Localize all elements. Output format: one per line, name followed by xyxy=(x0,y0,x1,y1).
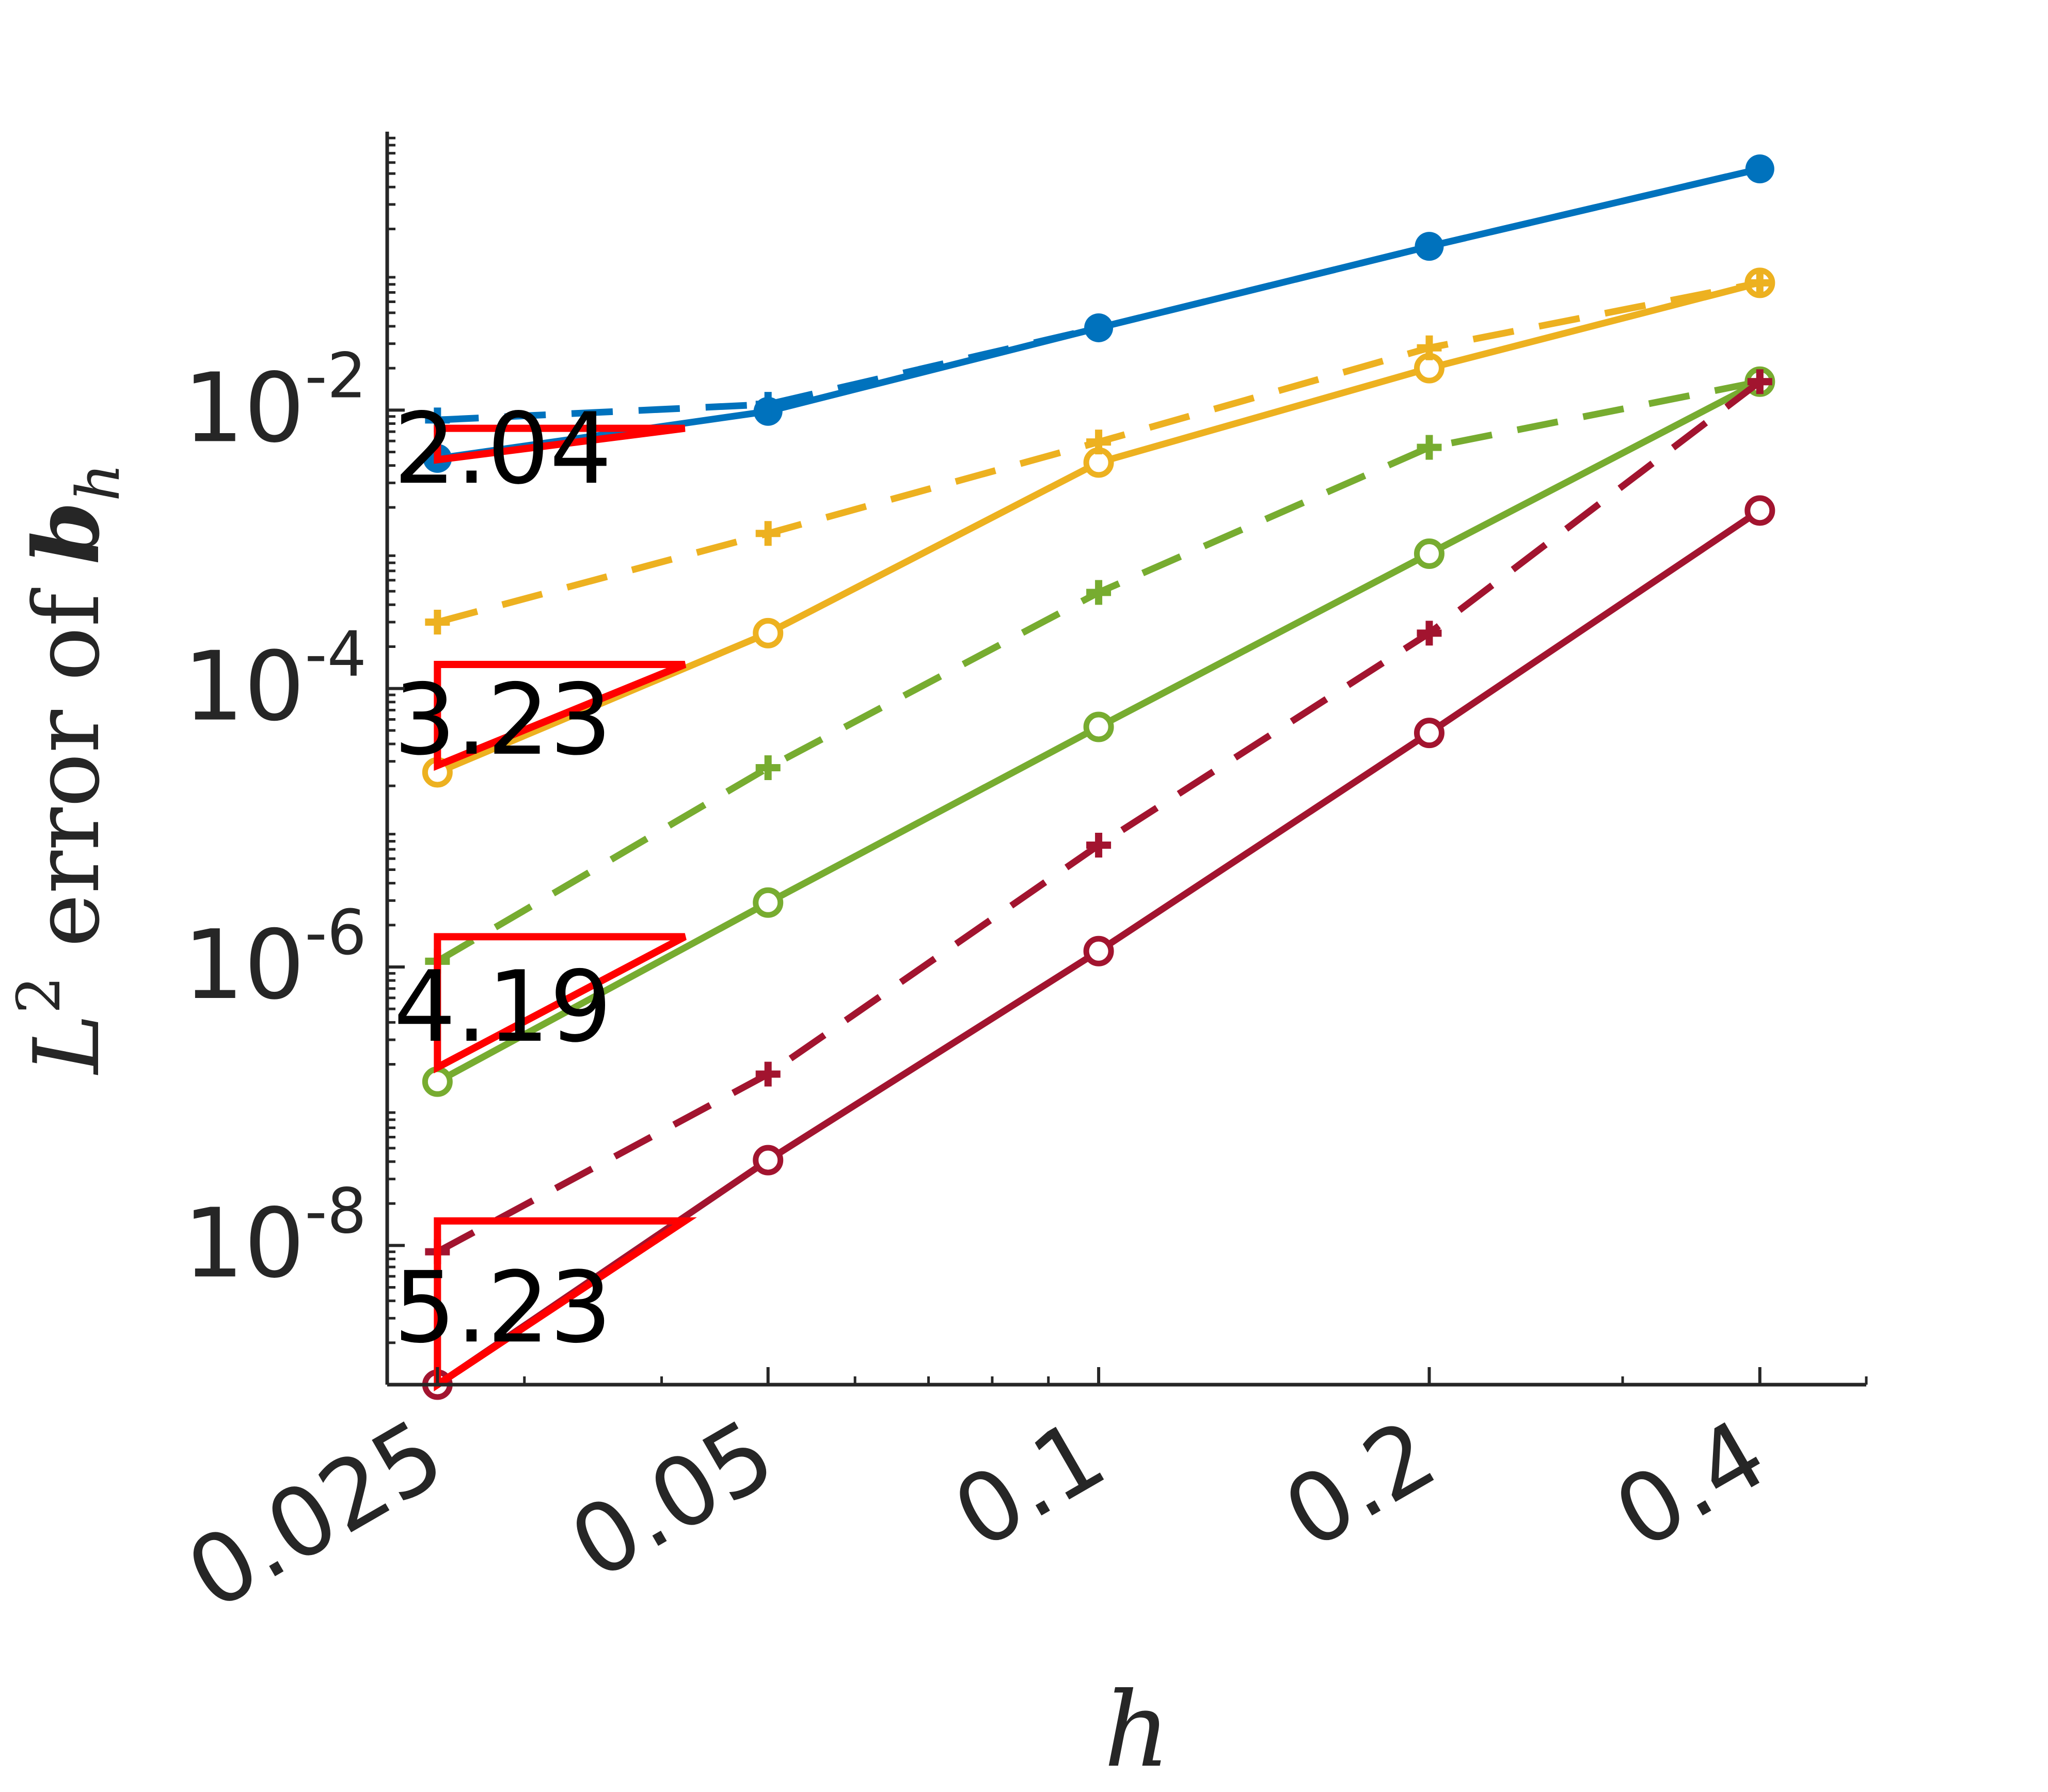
data-point xyxy=(1417,621,1442,646)
data-point xyxy=(1747,369,1772,394)
data-point xyxy=(1086,430,1112,455)
x-axis-title-text: h xyxy=(1104,1670,1170,1790)
data-point xyxy=(1417,234,1442,259)
slope-label: 3.23 xyxy=(393,663,612,777)
data-point xyxy=(1414,538,1444,569)
data-point xyxy=(1086,315,1112,340)
plot-area: 2.04 3.23 4.19 5.23 xyxy=(393,154,1775,1400)
axes: 10-8 10-6 10-4 10-2 0.025 0.05 0.1 0.2 0.4 xyxy=(169,132,1868,1631)
slope-triangle-shape xyxy=(434,660,687,771)
data-point xyxy=(1747,156,1772,182)
series xyxy=(425,156,1772,433)
series xyxy=(422,366,1775,1097)
data-point xyxy=(1744,495,1775,526)
slope-triangle: 3.23 xyxy=(393,660,687,777)
data-point xyxy=(1747,270,1772,295)
data-point xyxy=(1417,435,1442,460)
data-point xyxy=(755,755,781,781)
data-point xyxy=(1086,580,1112,605)
slope-triangle-shape xyxy=(434,424,686,464)
data-point xyxy=(1414,718,1444,749)
x-axis-title: h xyxy=(1104,1670,1170,1790)
slope-triangle: 4.19 xyxy=(393,933,687,1074)
y-tick-label: 10-4 xyxy=(183,619,367,742)
data-point xyxy=(1086,833,1112,858)
y-tick-label: 10-2 xyxy=(183,340,367,464)
x-tick-label: 0.2 xyxy=(1266,1398,1454,1571)
x-tick-label: 0.05 xyxy=(552,1398,792,1601)
data-point xyxy=(755,392,781,417)
data-point xyxy=(422,1066,453,1097)
series-line xyxy=(437,165,1761,423)
slope-triangle: 5.23 xyxy=(393,1217,697,1392)
data-point xyxy=(1083,935,1114,966)
slope-triangle-shape xyxy=(434,1217,697,1392)
data-point xyxy=(755,521,781,546)
data-point xyxy=(1417,335,1442,360)
slope-label: 2.04 xyxy=(393,392,612,506)
data-point xyxy=(753,1145,784,1176)
x-tick-label: 0.025 xyxy=(169,1398,462,1631)
series-line xyxy=(436,279,1761,776)
x-tick-label: 0.1 xyxy=(935,1398,1123,1571)
series xyxy=(425,369,1772,1264)
slope-triangle: 2.04 xyxy=(393,392,686,506)
y-tick-label: 10-6 xyxy=(183,897,367,1021)
slope-triangle-shape xyxy=(434,933,687,1074)
x-tick-label: 0.4 xyxy=(1597,1398,1784,1571)
data-point xyxy=(753,617,784,648)
data-point xyxy=(755,1061,781,1087)
y-tick-label: 10-8 xyxy=(183,1176,367,1299)
series-line xyxy=(436,379,1762,1255)
slope-label: 4.19 xyxy=(393,950,612,1064)
y-axis-title: L2 error of bh xyxy=(5,463,133,1075)
data-point xyxy=(425,610,450,635)
data-point xyxy=(1083,711,1114,742)
slope-label: 5.23 xyxy=(393,1250,612,1365)
data-point xyxy=(753,887,784,918)
series xyxy=(425,270,1772,635)
y-axis-title-text: L2 error of bh xyxy=(5,463,133,1075)
